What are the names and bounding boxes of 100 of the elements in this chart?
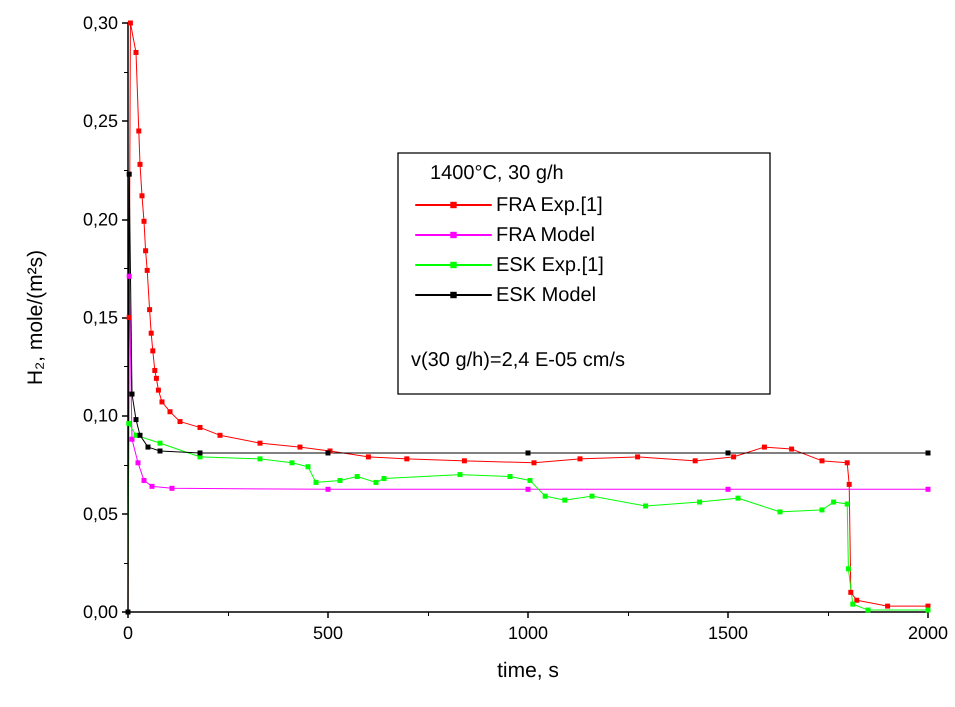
point <box>158 440 162 446</box>
point <box>848 590 854 595</box>
point <box>578 456 582 462</box>
point <box>789 446 794 452</box>
point <box>458 472 462 478</box>
point <box>158 448 162 454</box>
point <box>136 460 140 466</box>
point <box>528 478 532 483</box>
point <box>128 20 133 26</box>
point <box>726 486 730 492</box>
legend-label: ESK Model <box>496 284 596 306</box>
y-tick-label: 0,05 <box>82 504 118 524</box>
x-tick-label: 1000 <box>508 623 548 643</box>
point <box>140 193 144 198</box>
point <box>731 454 736 460</box>
point <box>778 509 782 514</box>
point <box>148 330 154 336</box>
point <box>152 368 158 374</box>
point <box>147 307 152 312</box>
point <box>885 604 890 609</box>
legend-label: ESK Exp.[1] <box>496 254 604 276</box>
point <box>154 376 159 381</box>
point <box>562 498 568 503</box>
point <box>138 432 142 438</box>
x-tick-label: 2000 <box>908 623 948 643</box>
point <box>258 440 262 446</box>
point <box>820 458 824 464</box>
point <box>736 496 740 501</box>
point <box>526 450 530 456</box>
point <box>338 478 342 483</box>
point <box>382 476 386 481</box>
point <box>168 409 172 414</box>
point <box>762 444 767 450</box>
point <box>844 460 850 466</box>
point <box>126 172 132 177</box>
point <box>178 419 182 424</box>
point <box>134 50 138 55</box>
point <box>508 474 512 480</box>
legend-label: FRA Model <box>496 224 595 246</box>
point <box>850 602 856 607</box>
point <box>306 464 310 470</box>
point <box>160 399 164 404</box>
point <box>143 248 148 254</box>
y-axis-title: H₂, mole/(m²s) <box>24 250 47 386</box>
x-tick-label: 0 <box>122 623 134 643</box>
point <box>198 424 202 430</box>
point <box>354 474 360 480</box>
y-tick-label: 0,10 <box>82 406 118 426</box>
point <box>846 482 852 487</box>
point <box>926 450 930 456</box>
point <box>635 454 640 460</box>
point <box>150 348 156 354</box>
point <box>526 486 530 492</box>
point <box>290 460 294 466</box>
point <box>374 480 378 485</box>
point <box>542 494 548 499</box>
point <box>170 486 174 491</box>
point <box>126 315 132 320</box>
point <box>298 444 302 450</box>
x-axis-title: time, s <box>497 659 559 682</box>
point <box>150 484 154 489</box>
point <box>326 486 330 492</box>
point <box>926 486 930 492</box>
y-tick-label: 0,25 <box>82 111 118 132</box>
y-tick-label: 0,00 <box>82 602 118 622</box>
point <box>130 436 134 442</box>
y-tick-label: 0,20 <box>82 209 118 230</box>
point <box>820 507 824 512</box>
point <box>146 444 150 450</box>
point <box>697 500 702 505</box>
point <box>643 503 648 508</box>
point <box>130 392 134 397</box>
point <box>404 456 410 462</box>
point <box>590 494 594 499</box>
x-tick-label: 500 <box>312 623 344 643</box>
point <box>258 456 262 462</box>
point <box>462 458 467 464</box>
legend-title: 1400°C, 30 g/h <box>430 162 564 184</box>
legend-label: FRA Exp.[1] <box>496 194 603 216</box>
point <box>532 460 536 466</box>
point <box>126 274 132 279</box>
point <box>692 458 698 464</box>
point <box>134 417 138 422</box>
y-tick-label: 0,15 <box>82 308 118 328</box>
point <box>218 432 222 438</box>
annotation: v(30 g/h)=2,4 E-05 cm/s <box>411 349 625 371</box>
point <box>866 608 870 613</box>
point <box>846 566 851 572</box>
y-tick-label: 0,30 <box>82 13 118 33</box>
x-tick-label: 1500 <box>708 623 748 643</box>
point <box>126 421 132 426</box>
point <box>156 388 161 393</box>
point <box>844 502 850 507</box>
point <box>314 480 318 485</box>
point <box>144 268 150 273</box>
point <box>926 608 930 613</box>
point <box>854 598 860 603</box>
point <box>366 454 371 460</box>
point <box>136 128 142 134</box>
point <box>198 450 202 456</box>
